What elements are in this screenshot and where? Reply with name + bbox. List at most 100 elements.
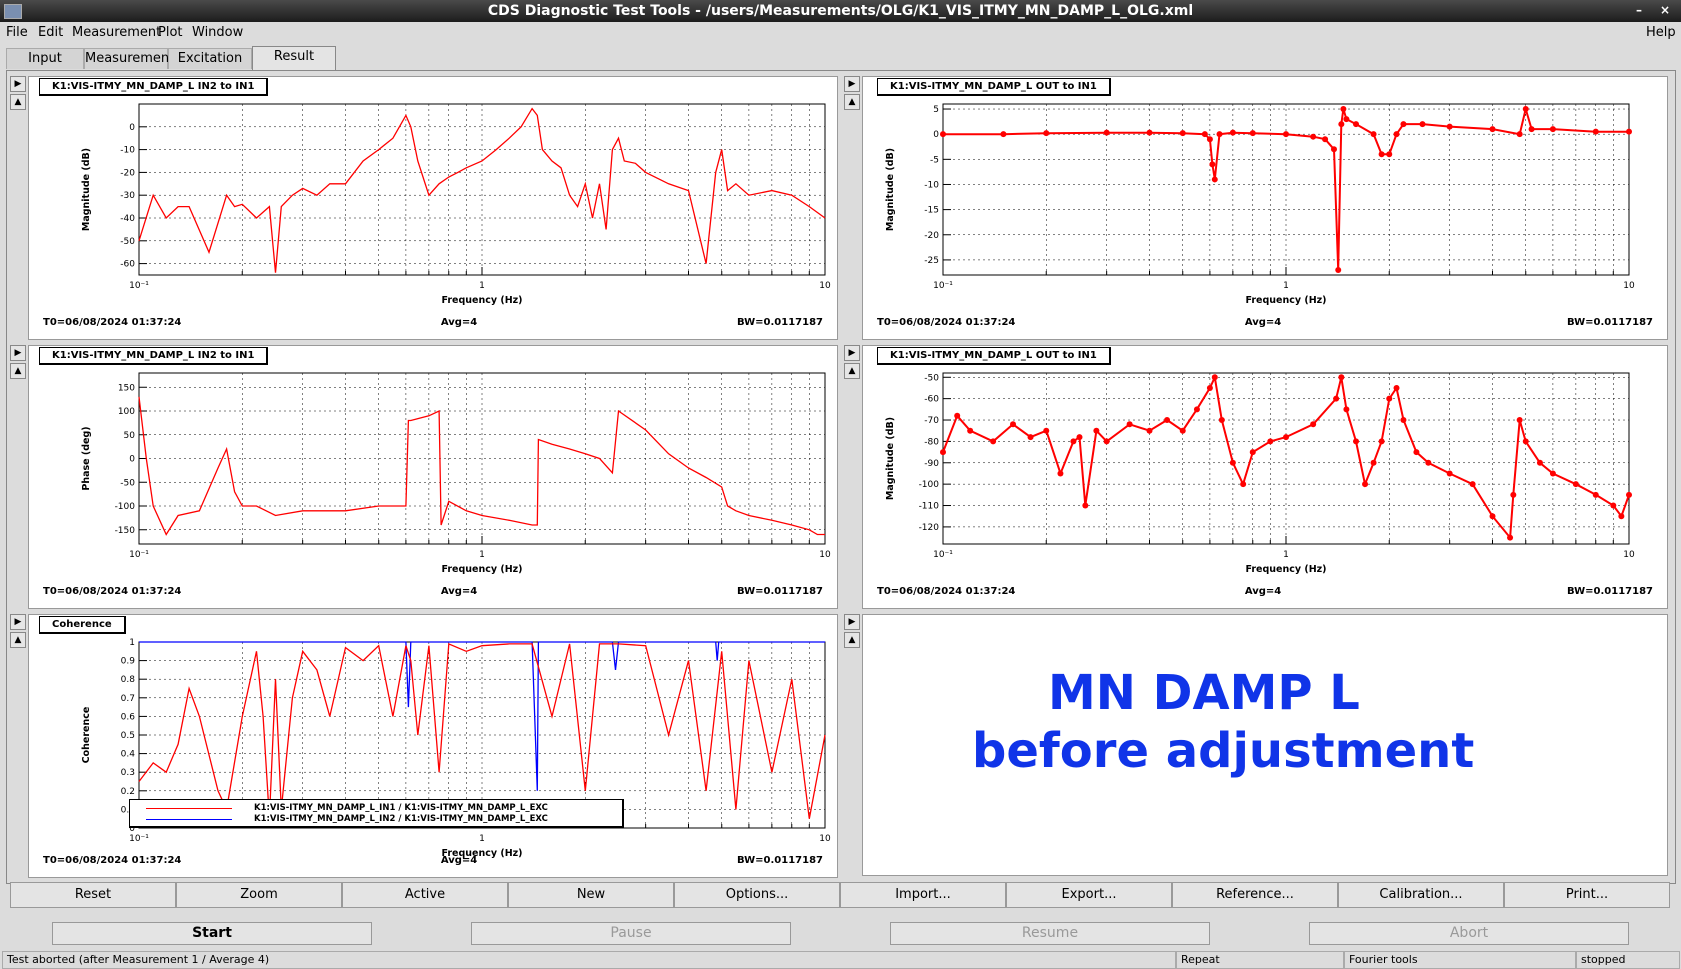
x-tick-label: 1 (1283, 550, 1289, 560)
y-tick-label: 100 (118, 407, 135, 417)
plot-pad[interactable]: K1:VIS-ITMY_MN_DAMP_L IN2 to IN1 0 -10 -20 -… (28, 76, 838, 340)
plot-t0: T0=06/08/2024 01:37:24 (877, 317, 1016, 328)
menu-measurement[interactable]: Measurement (72, 25, 162, 40)
menu-help[interactable]: Help (1646, 25, 1676, 40)
data-point (1626, 128, 1632, 135)
data-point (1572, 481, 1579, 488)
collapse-arrow-icon[interactable]: ▲ (844, 363, 860, 379)
y-tick-label: -80 (924, 437, 939, 447)
main-tabs: Input Measurement Excitation Result (0, 46, 1681, 70)
y-tick-label: 0.2 (121, 787, 135, 797)
plot-canvas[interactable]: 150 100 50 0 -50 -100 -150 10⁻¹ 1 10 Frequency (Hz… (29, 346, 837, 608)
data-point (1592, 128, 1599, 135)
legend[interactable]: K1:VIS-ITMY_MN_DAMP_L_IN1 / K1:VIS-ITMY_… (129, 799, 624, 828)
x-tick-label: 10⁻¹ (129, 834, 149, 844)
minimize-icon[interactable]: – (1636, 3, 1642, 17)
plot-pad[interactable]: Coherence 1 0.9 0.8 0.7 0.6 0.5 0.4 0.3 0.2 0.1 0 10… (28, 614, 838, 878)
expand-arrow-icon[interactable]: ▶ (844, 76, 860, 92)
close-icon[interactable]: × (1659, 3, 1671, 17)
collapse-arrow-icon[interactable]: ▲ (10, 94, 26, 110)
data-point (1378, 151, 1385, 158)
collapse-arrow-icon[interactable]: ▲ (10, 632, 26, 648)
data-point (1229, 129, 1236, 136)
reference-button[interactable]: Reference... (1172, 882, 1338, 908)
plot-pad[interactable]: K1:VIS-ITMY_MN_DAMP_L IN2 to IN1 150 100 50… (28, 345, 838, 609)
plot-canvas[interactable]: 5 0 -5 -10 -15 -20 -25 10⁻¹ 1 10 Frequency (Hz) Mag… (863, 77, 1667, 339)
data-point (1522, 106, 1529, 113)
data-point (1393, 131, 1400, 138)
menu-file[interactable]: File (6, 25, 28, 40)
options-button[interactable]: Options... (674, 882, 840, 908)
collapse-arrow-icon[interactable]: ▲ (844, 94, 860, 110)
reset-button[interactable]: Reset (10, 882, 176, 908)
menubar: File Edit Measurement Plot Window Help (0, 22, 1681, 44)
plot-avg: Avg=4 (1244, 586, 1282, 597)
zoom-button[interactable]: Zoom (176, 882, 342, 908)
series-line (138, 107, 826, 273)
plot-canvas[interactable]: 0 -10 -20 -30 -40 -50 -60 10⁻¹ 1 10 Frequency (Hz)… (29, 77, 837, 339)
expand-arrow-icon[interactable]: ▶ (10, 76, 26, 92)
data-point (1362, 481, 1369, 488)
y-tick-label: 0.9 (121, 657, 136, 667)
y-axis-label: Phase (deg) (81, 426, 92, 490)
y-tick-label: -120 (919, 523, 940, 533)
print-button[interactable]: Print... (1504, 882, 1670, 908)
active-button[interactable]: Active (342, 882, 508, 908)
menu-edit[interactable]: Edit (38, 25, 64, 40)
y-tick-label: 0.4 (121, 750, 136, 760)
data-point (1330, 146, 1337, 153)
plot-pad[interactable]: K1:VIS-ITMY_MN_DAMP_L OUT to IN1 5 0 -5 -10 -… (862, 76, 1668, 340)
menu-plot[interactable]: Plot (158, 25, 183, 40)
data-point (1283, 434, 1289, 441)
import-button[interactable]: Import... (840, 882, 1006, 908)
plot-t0: T0=06/08/2024 01:37:24 (43, 586, 182, 597)
data-point (940, 449, 946, 456)
y-tick-label: -10 (120, 146, 135, 156)
data-point (1522, 438, 1529, 445)
y-tick-label: 0.5 (121, 731, 135, 741)
data-point (1343, 116, 1350, 123)
pause-button[interactable]: Pause (471, 922, 791, 945)
y-tick-label: 0.7 (121, 694, 135, 704)
window-title: CDS Diagnostic Test Tools - /users/Measu… (487, 3, 1194, 19)
expand-arrow-icon[interactable]: ▶ (844, 614, 860, 630)
new-button[interactable]: New (508, 882, 674, 908)
data-point (1010, 421, 1017, 428)
expand-arrow-icon[interactable]: ▶ (10, 614, 26, 630)
y-tick-label: -30 (120, 191, 135, 201)
resume-button[interactable]: Resume (890, 922, 1210, 945)
data-point (1240, 481, 1247, 488)
data-point (1516, 417, 1523, 424)
plot-pad[interactable]: K1:VIS-ITMY_MN_DAMP_L OUT to IN1 -50 -60 -7… (862, 345, 1668, 609)
collapse-arrow-icon[interactable]: ▲ (10, 363, 26, 379)
legend-item-in2: K1:VIS-ITMY_MN_DAMP_L_IN2 / K1:VIS-ITMY_… (254, 814, 548, 824)
expand-arrow-icon[interactable]: ▶ (844, 345, 860, 361)
plot-title: K1:VIS-ITMY_MN_DAMP_L IN2 to IN1 (39, 78, 269, 96)
tab-excitation[interactable]: Excitation (168, 48, 252, 69)
y-tick-label: -100 (919, 480, 940, 490)
data-point (1333, 395, 1340, 402)
export-button[interactable]: Export... (1006, 882, 1172, 908)
plot-canvas[interactable]: -50 -60 -70 -80 -90 -100 -110 -120 10⁻¹ 1 10 Freque… (863, 346, 1667, 608)
collapse-arrow-icon[interactable]: ▲ (844, 632, 860, 648)
data-point (1146, 427, 1153, 434)
data-point (1093, 427, 1100, 434)
calibration-button[interactable]: Calibration... (1338, 882, 1504, 908)
menu-window[interactable]: Window (192, 25, 244, 40)
data-point (1340, 106, 1347, 113)
y-tick-label: -90 (924, 459, 939, 469)
tab-measurement[interactable]: Measurement (84, 48, 174, 69)
y-tick-label: -100 (115, 502, 136, 512)
plot-bw: BW=0.0117187 (737, 317, 823, 328)
annotation-pad[interactable] (862, 614, 1668, 876)
tab-input[interactable]: Input (6, 48, 84, 69)
start-button[interactable]: Start (52, 922, 372, 945)
app-icon[interactable] (4, 4, 22, 19)
data-point (1193, 406, 1200, 413)
data-point (1146, 129, 1153, 136)
tab-result[interactable]: Result (252, 46, 336, 70)
plot-canvas[interactable]: 1 0.9 0.8 0.7 0.6 0.5 0.4 0.3 0.2 0.1 010⁻¹ 1 10 Freq… (29, 615, 837, 877)
expand-arrow-icon[interactable]: ▶ (10, 345, 26, 361)
data-point (1370, 459, 1377, 466)
abort-button[interactable]: Abort (1309, 922, 1629, 945)
